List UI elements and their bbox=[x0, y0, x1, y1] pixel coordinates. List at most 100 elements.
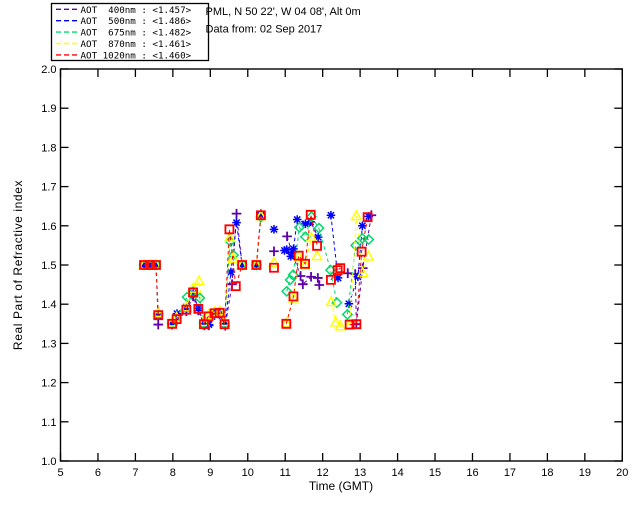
legend: AOT 400nm : <1.457>AOT 500nm : <1.486>AO… bbox=[50, 2, 210, 62]
marker-square bbox=[151, 260, 161, 270]
y-tick-label: 1.6 bbox=[41, 221, 56, 233]
x-tick-label: 5 bbox=[57, 467, 63, 479]
marker-diamond bbox=[287, 269, 299, 281]
x-tick-label: 20 bbox=[616, 467, 628, 479]
x-tick-label: 9 bbox=[207, 467, 213, 479]
marker-diamond bbox=[363, 233, 375, 246]
marker-triangle bbox=[329, 315, 342, 327]
legend-label: AOT 1020nm : <1.460> bbox=[81, 50, 192, 61]
x-tick-label: 10 bbox=[242, 467, 254, 479]
marker-square bbox=[326, 274, 336, 285]
marker-plus bbox=[306, 271, 316, 282]
marker-asterisk bbox=[232, 218, 241, 227]
marker-square bbox=[224, 224, 235, 235]
marker-triangle bbox=[227, 252, 240, 264]
y-tick-label: 1.9 bbox=[41, 103, 56, 115]
x-tick-label: 17 bbox=[504, 467, 516, 479]
y-tick-label: 1.1 bbox=[41, 417, 56, 429]
marker-square bbox=[214, 307, 225, 318]
marker-square bbox=[255, 210, 266, 221]
marker-asterisk bbox=[151, 260, 161, 270]
series-line bbox=[171, 229, 243, 326]
marker-square bbox=[188, 287, 198, 298]
x-tick-label: 19 bbox=[579, 467, 591, 479]
series-line bbox=[330, 267, 341, 281]
marker-triangle bbox=[325, 295, 338, 307]
y-axis-title: Real Part of Refractive index bbox=[11, 180, 25, 350]
marker-plus bbox=[314, 280, 325, 290]
x-tick-label: 11 bbox=[280, 467, 291, 479]
x-tick-label: 14 bbox=[391, 467, 403, 479]
legend-row-675nm: AOT 675nm : <1.482> bbox=[56, 28, 192, 39]
marker-square bbox=[300, 258, 310, 269]
site-location-text: PML, N 50 22', W 04 08', Alt 0m bbox=[206, 6, 361, 18]
marker-triangle bbox=[152, 306, 165, 318]
y-tick-label: 1.5 bbox=[41, 260, 56, 272]
marker-asterisk bbox=[286, 252, 296, 261]
y-tick-label: 1.3 bbox=[41, 338, 56, 350]
marker-square bbox=[230, 281, 241, 292]
marker-diamond bbox=[299, 231, 312, 243]
marker-square bbox=[362, 212, 373, 223]
marker-triangle bbox=[334, 319, 347, 331]
marker-square bbox=[193, 304, 204, 314]
marker-asterisk bbox=[282, 245, 292, 255]
x-tick-label: 13 bbox=[354, 467, 366, 479]
marker-asterisk bbox=[344, 299, 354, 309]
marker-asterisk bbox=[364, 212, 374, 221]
marker-square bbox=[305, 209, 316, 220]
marker-asterisk bbox=[226, 267, 236, 277]
marker-plus bbox=[231, 208, 242, 219]
marker-square bbox=[288, 291, 299, 302]
marker-asterisk bbox=[333, 273, 343, 283]
marker-triangle bbox=[292, 250, 305, 262]
marker-triangle bbox=[268, 256, 280, 267]
marker-asterisk bbox=[210, 309, 219, 319]
marker-triangle bbox=[223, 230, 236, 242]
marker-asterisk bbox=[256, 210, 266, 220]
x-tick-label: 18 bbox=[541, 467, 553, 479]
marker-square bbox=[332, 265, 343, 275]
legend-label: AOT 400nm : <1.457> bbox=[81, 5, 192, 16]
marker-plus bbox=[153, 319, 164, 330]
marker-triangle bbox=[305, 230, 318, 242]
series-1020nm bbox=[139, 209, 373, 330]
y-tick-label: 1.7 bbox=[41, 182, 56, 194]
marker-asterisk bbox=[269, 225, 279, 234]
x-tick-label: 15 bbox=[429, 467, 441, 479]
legend-row-400nm: AOT 400nm : <1.457> bbox=[56, 5, 192, 16]
marker-asterisk bbox=[301, 219, 310, 229]
marker-triangle bbox=[350, 209, 363, 221]
marker-square bbox=[269, 262, 279, 273]
series-line bbox=[144, 264, 159, 316]
marker-square bbox=[181, 304, 192, 315]
series-line bbox=[255, 215, 262, 266]
x-tick-label: 6 bbox=[95, 467, 101, 479]
marker-plus bbox=[313, 273, 323, 283]
legend-box bbox=[50, 2, 210, 62]
marker-asterisk bbox=[326, 210, 336, 220]
marker-triangle bbox=[180, 300, 193, 312]
x-tick-label: 7 bbox=[132, 467, 138, 479]
marker-asterisk bbox=[289, 244, 298, 254]
legend-label: AOT 675nm : <1.482> bbox=[81, 28, 192, 39]
marker-plus bbox=[298, 279, 308, 290]
marker-square bbox=[153, 310, 164, 321]
x-axis-title: Time (GMT) bbox=[309, 479, 373, 493]
legend-label: AOT 500nm : <1.486> bbox=[81, 16, 192, 27]
marker-asterisk bbox=[292, 215, 302, 224]
marker-asterisk bbox=[280, 246, 289, 255]
marker-diamond bbox=[293, 221, 306, 234]
marker-triangle bbox=[213, 304, 226, 316]
marker-square bbox=[351, 319, 362, 330]
marker-triangle bbox=[287, 291, 300, 303]
legend-row-870nm: AOT 870nm : <1.461> bbox=[56, 39, 192, 50]
series-line bbox=[144, 264, 159, 313]
marker-triangle bbox=[193, 274, 206, 286]
marker-diamond bbox=[356, 232, 369, 245]
y-tick-label: 1.4 bbox=[41, 299, 56, 311]
marker-asterisk bbox=[313, 232, 323, 242]
legend-row-500nm: AOT 500nm : <1.486> bbox=[56, 16, 192, 27]
marker-diamond bbox=[313, 222, 325, 234]
